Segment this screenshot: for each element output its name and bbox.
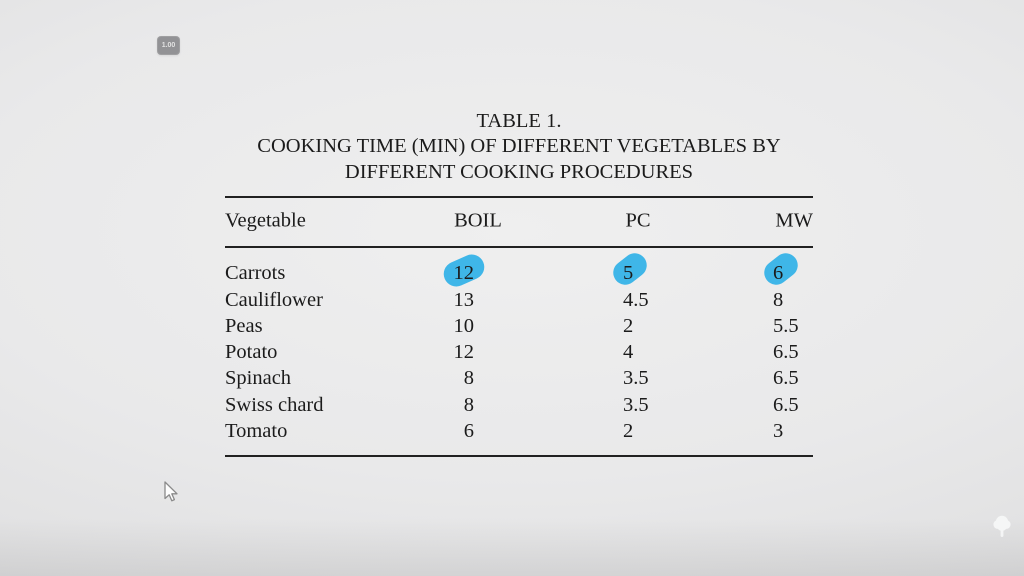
cell-boil: 8 xyxy=(463,393,474,416)
cell-mw: 6 xyxy=(773,262,784,285)
cell-boil: 13 xyxy=(453,288,475,311)
cell-boil: 8 xyxy=(463,367,474,390)
cell-vegetable: Carrots xyxy=(225,262,286,285)
cell-mw: 5.5 xyxy=(773,314,799,337)
cell-vegetable: Cauliflower xyxy=(225,288,323,311)
cell-mw: 8 xyxy=(773,288,784,311)
table-title-line1: TABLE 1. xyxy=(476,110,562,132)
table-header-row: Vegetable BOIL PC MW xyxy=(225,198,813,246)
cell-mw: 6.5 xyxy=(773,367,799,390)
cell-vegetable: Tomato xyxy=(225,420,288,442)
table-row: Cauliflower 13 4.5 8 xyxy=(225,287,813,313)
table-row: Peas 10 2 5.5 xyxy=(225,313,813,339)
cell-vegetable: Spinach xyxy=(225,367,292,390)
table-row: Tomato 6 2 3 xyxy=(225,418,813,444)
cell-pc: 3.5 xyxy=(623,393,649,416)
slide-sheet: TABLE 1. COOKING TIME (MIN) OF DIFFERENT… xyxy=(225,0,813,458)
cell-mw: 6.5 xyxy=(773,393,799,416)
table-rule-mid xyxy=(225,246,813,249)
cell-pc: 4.5 xyxy=(623,288,649,311)
cell-vegetable: Peas xyxy=(225,314,263,337)
cell-pc: 3.5 xyxy=(623,367,649,390)
table-body: Carrots 12 5 6 Cauliflower 13 4.5 8 Peas… xyxy=(225,248,813,455)
table-row: Potato 12 4 6.5 xyxy=(225,339,813,365)
column-header-boil: BOIL xyxy=(454,209,502,232)
tree-icon[interactable] xyxy=(992,514,1012,547)
table-title-line2: COOKING TIME (MIN) OF DIFFERENT VEGETABL… xyxy=(257,135,781,158)
cell-pc: 2 xyxy=(623,314,634,337)
cell-boil: 10 xyxy=(453,314,475,337)
cell-boil: 12 xyxy=(453,341,475,364)
cell-vegetable: Swiss chard xyxy=(225,393,324,416)
cell-vegetable: Potato xyxy=(225,341,278,364)
cell-boil: 6 xyxy=(463,420,474,442)
cell-mw: 3 xyxy=(773,420,784,442)
cell-boil: 12 xyxy=(453,262,475,285)
mouse-pointer-icon xyxy=(161,480,181,509)
cell-mw: 6.5 xyxy=(773,341,799,364)
table-title-line3: DIFFERENT COOKING PROCEDURES xyxy=(344,160,694,183)
cell-pc: 5 xyxy=(623,262,634,285)
column-header-pc: PC xyxy=(625,209,651,232)
table-rule-bottom xyxy=(225,455,813,458)
cell-pc: 4 xyxy=(623,341,634,364)
column-header-mw: MW xyxy=(775,209,813,232)
table-rule-top xyxy=(225,196,813,199)
table-row: Carrots 12 5 6 xyxy=(225,248,813,291)
cell-pc: 2 xyxy=(623,420,634,442)
table-row: Spinach 8 3.5 6.5 xyxy=(225,365,813,391)
table-title: TABLE 1. COOKING TIME (MIN) OF DIFFERENT… xyxy=(225,0,813,185)
playback-speed-badge[interactable]: 1.00 xyxy=(157,36,180,55)
table-row: Swiss chard 8 3.5 6.5 xyxy=(225,392,813,418)
column-header-vegetable: Vegetable xyxy=(225,209,306,232)
